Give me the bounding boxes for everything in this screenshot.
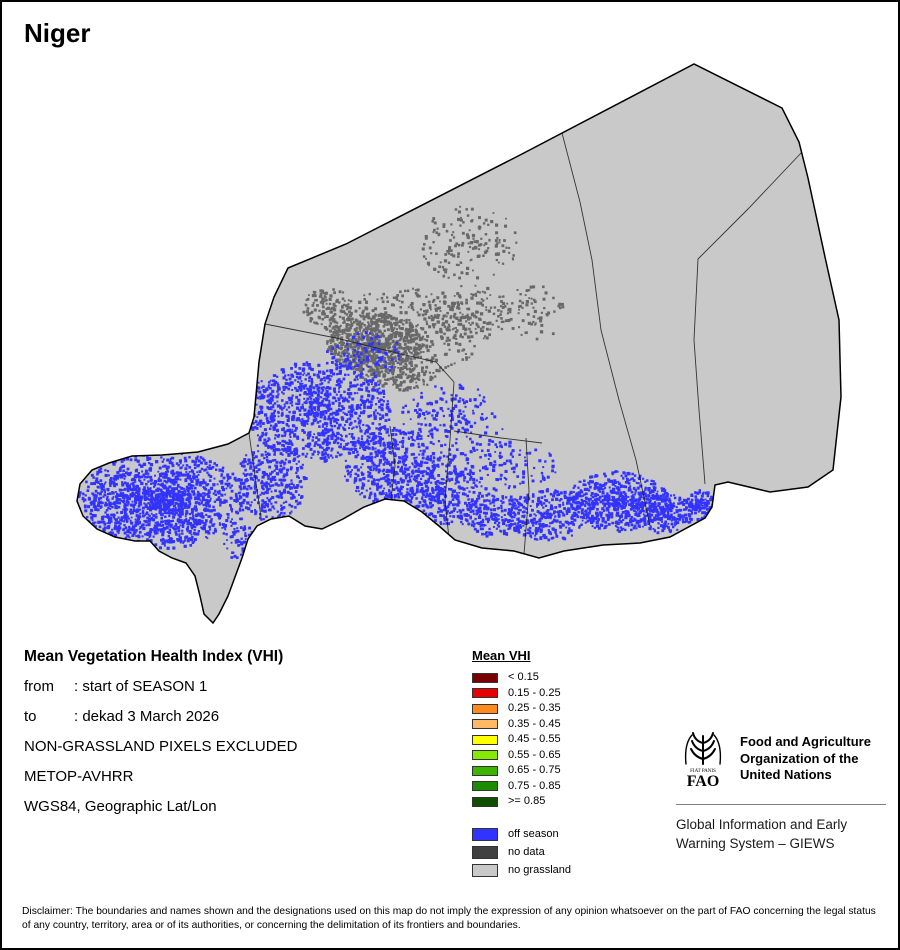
legend-row: 0.75 - 0.85 xyxy=(472,779,571,795)
legend-label: 0.15 - 0.25 xyxy=(508,686,561,699)
to-value: : dekad 3 March 2026 xyxy=(74,708,220,725)
legend-label: 0.25 - 0.35 xyxy=(508,702,561,715)
legend-label: 0.65 - 0.75 xyxy=(508,764,561,777)
legend-label: >= 0.85 xyxy=(508,795,546,808)
fao-header: FIAT PANIS FAO Food and Agriculture Orga… xyxy=(676,730,886,788)
admin-boundaries xyxy=(248,132,803,555)
metadata-projection: WGS84, Geographic Lat/Lon xyxy=(24,798,217,815)
country-border xyxy=(76,63,842,625)
metadata-exclusion: NON-GRASSLAND PIXELS EXCLUDED xyxy=(24,738,298,755)
legend-row: 0.35 - 0.45 xyxy=(472,717,571,733)
legend-label: 0.55 - 0.65 xyxy=(508,748,561,761)
legend-row: 0.15 - 0.25 xyxy=(472,686,571,702)
legend-row: >= 0.85 xyxy=(472,794,571,810)
vhi-legend: Mean VHI < 0.15 0.15 - 0.25 0.25 - 0.35 0.3… xyxy=(472,648,571,880)
legend-title: Mean VHI xyxy=(472,648,531,663)
legend-swatch xyxy=(472,719,498,730)
off-season-pixels xyxy=(77,331,716,562)
legend-swatch xyxy=(472,864,498,877)
fao-divider xyxy=(676,804,886,805)
legend-swatch xyxy=(472,796,498,807)
legend-label: < 0.15 xyxy=(508,671,539,684)
legend-swatch xyxy=(472,781,498,792)
metadata-to: to : dekad 3 March 2026 xyxy=(24,702,297,732)
wheat-ear-icon xyxy=(684,732,722,765)
legend-swatch xyxy=(472,765,498,776)
legend-label: off season xyxy=(508,828,559,840)
fao-acronym: FAO xyxy=(687,773,720,788)
legend-label: no data xyxy=(508,846,545,858)
metadata-from: from : start of SEASON 1 xyxy=(24,672,297,702)
legend-label: no grassland xyxy=(508,864,571,876)
to-label: to xyxy=(24,708,37,725)
niger-map xyxy=(76,63,842,625)
from-label: from xyxy=(24,678,54,695)
legend-class-list: < 0.15 0.15 - 0.25 0.25 - 0.35 0.35 - 0.45 0… xyxy=(472,670,571,810)
from-value: : start of SEASON 1 xyxy=(74,678,208,695)
legend-row: 0.55 - 0.65 xyxy=(472,748,571,764)
fao-block: FIAT PANIS FAO Food and Agriculture Orga… xyxy=(676,730,886,853)
legend-label: 0.35 - 0.45 xyxy=(508,717,561,730)
giews-name: Global Information and Early Warning Sys… xyxy=(676,817,848,851)
legend-row: 0.45 - 0.55 xyxy=(472,732,571,748)
legend-swatch xyxy=(472,672,498,683)
page-title: Niger xyxy=(24,18,91,48)
fao-motto: FIAT PANIS xyxy=(690,769,716,774)
legend-row: no grassland xyxy=(472,862,571,880)
legend-row: off season xyxy=(472,826,571,844)
legend-swatch xyxy=(472,828,498,841)
map-metadata: Mean Vegetation Health Index (VHI) from:… xyxy=(24,642,297,822)
legend-swatch xyxy=(472,688,498,699)
legend-row: no data xyxy=(472,844,571,862)
legend-swatch xyxy=(472,734,498,745)
legend-swatch xyxy=(472,750,498,761)
fao-logo: FIAT PANIS FAO xyxy=(684,732,722,788)
legend-row: 0.25 - 0.35 xyxy=(472,701,571,717)
legend-label: 0.75 - 0.85 xyxy=(508,779,561,792)
disclaimer: Disclaimer: The boundaries and names sho… xyxy=(22,906,876,931)
metadata-heading: Mean Vegetation Health Index (VHI) xyxy=(24,648,284,665)
legend-extra-list: off season no data no grassland xyxy=(472,826,571,880)
legend-swatch xyxy=(472,703,498,714)
fao-org-name: Food and Agriculture Organization of the… xyxy=(740,734,871,782)
metadata-sensor: METOP-AVHRR xyxy=(24,768,134,785)
legend-row: 0.65 - 0.75 xyxy=(472,763,571,779)
legend-label: 0.45 - 0.55 xyxy=(508,733,561,746)
legend-row: < 0.15 xyxy=(472,670,571,686)
legend-swatch xyxy=(472,846,498,859)
